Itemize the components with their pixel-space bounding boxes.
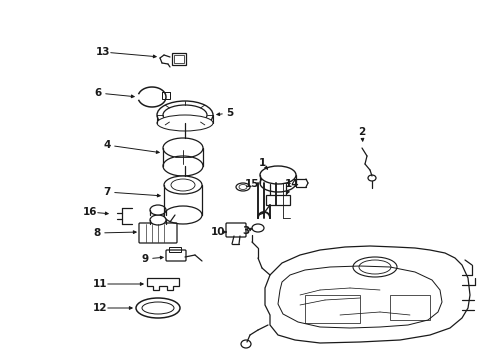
Text: 12: 12 [93,303,107,313]
Text: 7: 7 [103,187,110,197]
Text: 9: 9 [141,254,148,264]
Text: 11: 11 [93,279,107,289]
Text: 4: 4 [103,140,110,150]
Text: 8: 8 [93,228,101,238]
Ellipse shape [150,205,165,215]
Bar [305,295,359,323]
Ellipse shape [157,115,213,131]
Ellipse shape [260,174,295,192]
Bar [389,295,429,320]
Bar [169,247,181,252]
Text: 10: 10 [210,227,225,237]
Text: 6: 6 [94,88,102,98]
Bar [265,195,289,205]
Text: 5: 5 [226,108,233,118]
Ellipse shape [260,166,295,184]
Ellipse shape [163,176,202,194]
Bar [174,55,183,63]
Ellipse shape [157,101,213,129]
Text: 15: 15 [244,179,259,189]
Bar [172,53,185,65]
Text: 13: 13 [96,47,110,57]
Ellipse shape [163,138,203,158]
Text: 3: 3 [242,226,249,236]
Text: 1: 1 [258,158,265,168]
Text: 16: 16 [82,207,97,217]
Bar [162,92,170,99]
Text: 14: 14 [284,179,299,189]
Ellipse shape [150,215,165,225]
Ellipse shape [163,206,202,224]
Text: 2: 2 [358,127,365,137]
Ellipse shape [163,156,203,176]
Ellipse shape [136,298,180,318]
